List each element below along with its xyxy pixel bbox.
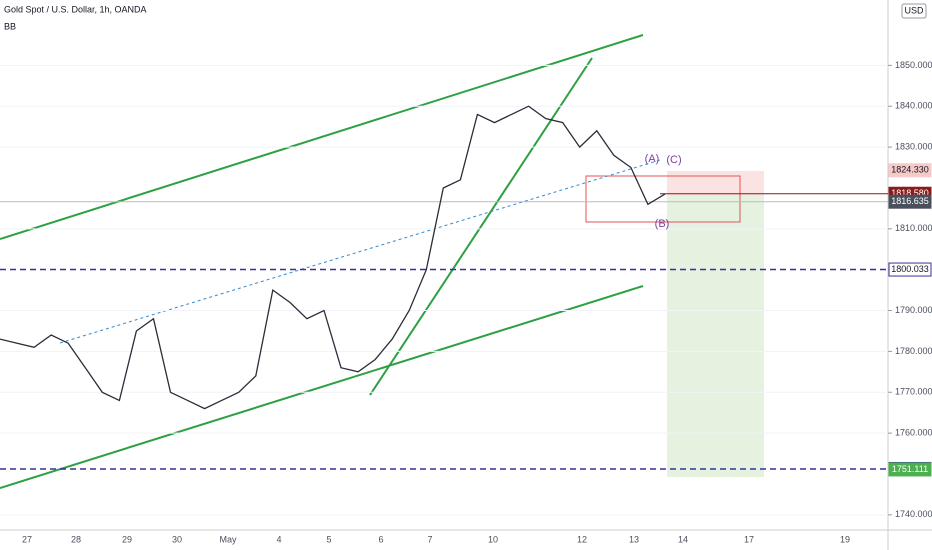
y-tick-label: 1770.000 <box>895 387 932 397</box>
y-tick-label: 1740.000 <box>895 509 932 519</box>
currency: USD <box>904 5 924 15</box>
price-label: 1824.330 <box>891 165 929 175</box>
x-tick-label: 10 <box>488 534 498 544</box>
x-tick-label: 14 <box>678 534 688 544</box>
y-tick-label: 1790.000 <box>895 305 932 315</box>
x-tick-label: May <box>219 534 237 544</box>
mid-line <box>59 159 661 344</box>
indicator-name: BB <box>4 21 16 31</box>
x-tick-label: 12 <box>577 534 587 544</box>
x-tick-label: 7 <box>427 534 432 544</box>
x-tick-label: 6 <box>378 534 383 544</box>
price-label-box <box>888 163 932 178</box>
x-tick-label: 17 <box>744 534 754 544</box>
price-label-box <box>888 194 932 209</box>
x-tick-label: 13 <box>629 534 639 544</box>
stop-zone <box>667 171 764 195</box>
price-label-box <box>888 462 932 477</box>
channel-bottom <box>0 285 644 489</box>
x-tick-label: 30 <box>172 534 182 544</box>
wave-label: (A) <box>645 153 660 165</box>
target-zone <box>667 194 764 477</box>
price-label-box <box>888 262 932 277</box>
x-tick-label: 28 <box>71 534 81 544</box>
x-tick-label: 19 <box>840 534 850 544</box>
price-series <box>0 105 666 410</box>
y-tick-label: 1850.000 <box>895 60 932 70</box>
y-tick-label: 1840.000 <box>895 101 932 111</box>
x-tick-label: 29 <box>122 534 132 544</box>
x-tick-label: 4 <box>276 534 281 544</box>
x-tick-label: 5 <box>326 534 331 544</box>
trend-line <box>369 57 593 396</box>
price-label: 1800.033 <box>891 264 929 274</box>
price-label: 1751.111 <box>892 464 928 474</box>
y-tick-label: 1810.000 <box>895 223 932 233</box>
currency-box[interactable] <box>901 3 927 19</box>
symbol-title: Gold Spot / U.S. Dollar, 1h, OANDA <box>4 4 147 14</box>
price-label: 1816.635 <box>891 196 929 206</box>
y-tick-label: 1830.000 <box>895 141 932 151</box>
box <box>585 175 741 223</box>
channel-top <box>0 34 644 240</box>
x-tick-label: 27 <box>22 534 32 544</box>
y-tick-label: 1780.000 <box>895 346 932 356</box>
wave-label: (C) <box>666 154 681 166</box>
wave-label: (B) <box>655 218 670 230</box>
y-tick-label: 1760.000 <box>895 427 932 437</box>
price-label: 1818.580 <box>891 188 929 198</box>
